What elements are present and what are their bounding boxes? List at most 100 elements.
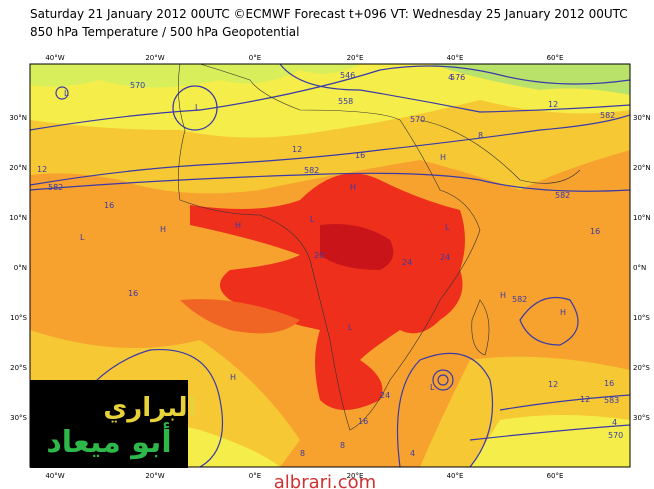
contour-label: 4 — [612, 418, 617, 427]
watermark-bottom: أبو ميعاد — [46, 422, 171, 460]
contour-line — [469, 424, 630, 441]
lat-label: 10°N — [9, 214, 27, 222]
lon-label: 40°W — [45, 54, 64, 62]
contour-line — [279, 64, 630, 113]
lat-label: 20°S — [633, 364, 650, 372]
contour-label: 4 — [448, 73, 453, 82]
field-hot-west — [180, 299, 300, 334]
contour-line — [519, 296, 579, 346]
contour-low — [437, 374, 449, 386]
contour-low — [55, 86, 69, 100]
pressure-mark: H — [235, 221, 241, 230]
contour-label: 570 — [608, 431, 623, 440]
header-line-2: 850 hPa Temperature / 500 hPa Geopotenti… — [30, 25, 299, 39]
contour-low — [432, 369, 454, 391]
pressure-mark: H — [230, 373, 236, 382]
contour-line — [30, 114, 630, 186]
field-hot-core — [190, 173, 465, 410]
coastline — [419, 119, 581, 184]
pressure-mark: L — [445, 223, 450, 232]
lat-label: 10°N — [633, 214, 651, 222]
lon-label: 20°W — [145, 472, 164, 480]
coastlines — [178, 64, 581, 431]
lat-label: 10°S — [633, 314, 650, 322]
contour-label: 16 — [604, 379, 614, 388]
contour-line — [396, 352, 494, 467]
coastline — [178, 64, 481, 431]
contour-line — [499, 394, 630, 411]
contour-label: 582 — [48, 183, 63, 192]
contour-label: 24 — [380, 391, 390, 400]
pressure-mark: L — [195, 103, 200, 112]
pressure-mark: L — [348, 323, 353, 332]
contour-label: 16 — [358, 417, 368, 426]
contour-label: 12 — [292, 145, 302, 154]
lat-label: 30°N — [633, 114, 651, 122]
pressure-mark: L — [64, 89, 69, 98]
contour-line — [30, 65, 630, 131]
contour-low — [172, 85, 218, 131]
contour-label: 582 — [600, 111, 615, 120]
pressure-mark: H — [440, 153, 446, 162]
contour-label: 4 — [410, 449, 415, 458]
pressure-mark: H — [160, 225, 166, 234]
pressure-mark: L — [430, 383, 435, 392]
field-hottest — [320, 224, 394, 270]
contour-label: 24 — [402, 258, 412, 267]
lon-label: 0°E — [249, 54, 261, 62]
contour-label: 12 — [37, 165, 47, 174]
lat-label: 20°N — [633, 164, 651, 172]
lon-label: 0°E — [249, 472, 261, 480]
field-green-ne — [430, 64, 630, 95]
lon-label: 20°W — [145, 54, 164, 62]
contour-label: 546 — [340, 71, 355, 80]
contour-label: 576 — [450, 73, 465, 82]
contours — [30, 64, 630, 467]
contour-label: 8 — [300, 449, 305, 458]
contour-label: 583 — [604, 396, 619, 405]
contour-label: 12 — [580, 395, 590, 404]
pressure-mark: H — [560, 308, 566, 317]
lon-label: 40°E — [447, 54, 464, 62]
map-field — [30, 64, 630, 467]
contour-label: 16 — [355, 151, 365, 160]
lat-label: 30°S — [10, 414, 27, 422]
contour-label: 582 — [304, 166, 319, 175]
field-green-north — [30, 64, 360, 88]
lat-label: 20°N — [9, 164, 27, 172]
contour-line — [30, 172, 630, 192]
pressure-mark: L — [310, 215, 315, 224]
watermark-box — [30, 380, 188, 468]
contour-label: 12 — [548, 100, 558, 109]
lon-label: 60°E — [547, 54, 564, 62]
lon-label: 60°E — [547, 472, 564, 480]
contour-label: 12 — [548, 380, 558, 389]
contour-label: 8 — [478, 131, 483, 140]
contour-label: 582 — [555, 191, 570, 200]
contour-label: 24 — [440, 253, 450, 262]
lat-label: 10°S — [10, 314, 27, 322]
contour-label: 582 — [512, 295, 527, 304]
map-frame — [29, 63, 631, 468]
contour-label: 570 — [410, 115, 425, 124]
contour-label: 8 — [340, 441, 345, 450]
watermark-top: البراري — [103, 393, 196, 423]
lon-label: 40°W — [45, 472, 64, 480]
pressure-mark: H — [350, 183, 356, 192]
pressure-mark: H — [500, 291, 506, 300]
header-line-1: Saturday 21 January 2012 00UTC ©ECMWF Fo… — [30, 7, 628, 21]
contour-label: 16 — [104, 201, 114, 210]
lat-label: 30°N — [9, 114, 27, 122]
lat-label: 30°S — [633, 414, 650, 422]
lat-label: 0°N — [14, 264, 27, 272]
contour-label: 20 — [314, 251, 324, 260]
site-url: albrari.com — [274, 472, 376, 489]
lon-label: 20°E — [347, 472, 364, 480]
pressure-mark: L — [80, 233, 85, 242]
contour-label: 16 — [128, 289, 138, 298]
lat-label: 0°N — [633, 264, 646, 272]
contour-label: 570 — [130, 81, 145, 90]
lat-label: 20°S — [10, 364, 27, 372]
